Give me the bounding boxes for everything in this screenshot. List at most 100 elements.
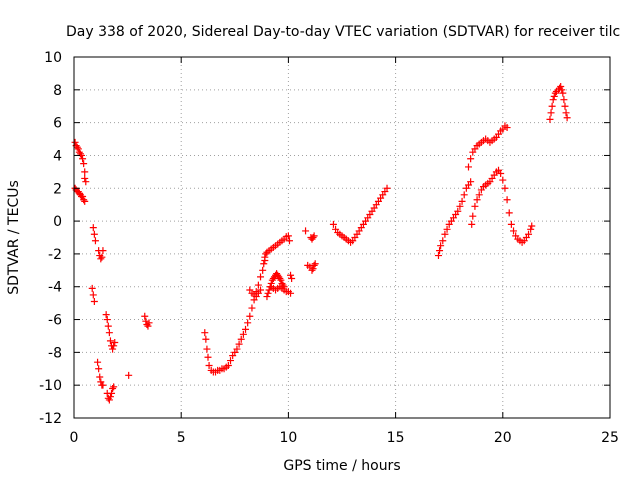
y-tick-label: 6 xyxy=(53,116,62,132)
x-tick-label: 0 xyxy=(70,430,79,446)
data-point xyxy=(90,230,98,238)
y-tick-label: 8 xyxy=(53,83,62,99)
series-sat-j xyxy=(141,312,153,330)
x-tick-label: 15 xyxy=(387,430,405,446)
data-point xyxy=(285,237,293,245)
series-sat-n xyxy=(267,283,295,297)
data-point xyxy=(499,176,507,184)
data-point xyxy=(88,284,96,292)
data-point xyxy=(284,232,292,240)
data-point xyxy=(144,322,152,330)
series-sat-x xyxy=(546,83,571,123)
data-point xyxy=(224,361,232,369)
data-point xyxy=(79,155,87,163)
data-point xyxy=(239,330,247,338)
series-sat-w xyxy=(468,166,536,246)
data-point xyxy=(233,345,241,353)
data-point xyxy=(76,150,84,158)
data-point xyxy=(94,358,102,366)
data-point xyxy=(106,393,114,401)
data-point xyxy=(528,222,536,230)
data-point xyxy=(110,383,118,391)
data-point xyxy=(436,247,444,255)
data-point xyxy=(89,291,97,299)
data-point xyxy=(467,178,475,186)
x-tick-label: 5 xyxy=(177,430,186,446)
series-sat-o xyxy=(261,232,293,261)
data-point xyxy=(125,371,133,379)
data-point xyxy=(456,202,464,210)
data-point xyxy=(105,329,113,337)
data-point xyxy=(102,311,110,319)
data-point xyxy=(109,384,117,392)
series-sat-q xyxy=(302,227,310,235)
data-point xyxy=(558,86,566,94)
series-sat-t xyxy=(329,184,391,246)
data-point xyxy=(142,317,150,325)
chart-title: Day 338 of 2020, Sidereal Day-to-day VTE… xyxy=(66,24,620,40)
data-point xyxy=(277,276,285,284)
data-point xyxy=(503,196,511,204)
data-point xyxy=(260,260,268,268)
data-point xyxy=(81,197,89,205)
series-sat-r xyxy=(304,260,319,274)
data-point xyxy=(434,252,442,260)
x-tick-label: 10 xyxy=(279,430,297,446)
data-point xyxy=(308,266,316,274)
data-point xyxy=(73,143,81,151)
data-point xyxy=(505,209,513,217)
data-point xyxy=(467,155,475,163)
data-point xyxy=(263,293,271,301)
series-sat-l xyxy=(246,286,265,301)
data-point xyxy=(80,196,88,204)
data-point xyxy=(563,114,571,122)
data-point xyxy=(79,192,87,200)
data-point xyxy=(437,242,445,250)
data-point xyxy=(204,353,212,361)
data-point xyxy=(439,237,447,245)
data-point xyxy=(203,345,211,353)
series-sat-v xyxy=(464,122,511,171)
series-sat-h xyxy=(102,311,119,353)
data-point xyxy=(510,227,518,235)
data-point xyxy=(549,96,557,104)
data-point xyxy=(279,281,287,289)
data-point xyxy=(246,312,254,320)
data-point xyxy=(205,361,213,369)
y-tick-label: 10 xyxy=(44,50,62,66)
data-point xyxy=(141,312,149,320)
series-sat-d xyxy=(88,284,98,305)
x-tick-label: 20 xyxy=(494,430,512,446)
data-point xyxy=(81,174,89,182)
data-point xyxy=(264,289,272,297)
data-point xyxy=(71,138,79,146)
data-point xyxy=(108,389,116,397)
data-point xyxy=(104,322,112,330)
data-point xyxy=(557,83,565,91)
data-point xyxy=(81,168,89,176)
data-point xyxy=(443,225,451,233)
data-point xyxy=(559,89,567,97)
data-point xyxy=(91,237,99,245)
data-point xyxy=(383,184,391,192)
y-tick-label: -6 xyxy=(48,313,62,329)
series-sat-c xyxy=(89,224,99,245)
y-tick-label: 4 xyxy=(53,148,62,164)
y-tick-label: -8 xyxy=(48,345,62,361)
data-point xyxy=(227,357,235,365)
data-point xyxy=(460,191,468,199)
data-point xyxy=(145,319,153,327)
data-point xyxy=(109,345,117,353)
data-point xyxy=(501,184,509,192)
series-sat-f xyxy=(94,358,107,389)
data-point xyxy=(80,160,88,168)
data-point xyxy=(562,109,570,117)
data-point xyxy=(561,102,569,110)
data-point xyxy=(548,102,556,110)
data-point xyxy=(276,275,284,283)
data-point xyxy=(329,220,337,228)
data-point xyxy=(257,286,265,294)
data-point xyxy=(261,253,269,261)
series-sat-u xyxy=(434,178,475,260)
data-point xyxy=(110,342,118,350)
